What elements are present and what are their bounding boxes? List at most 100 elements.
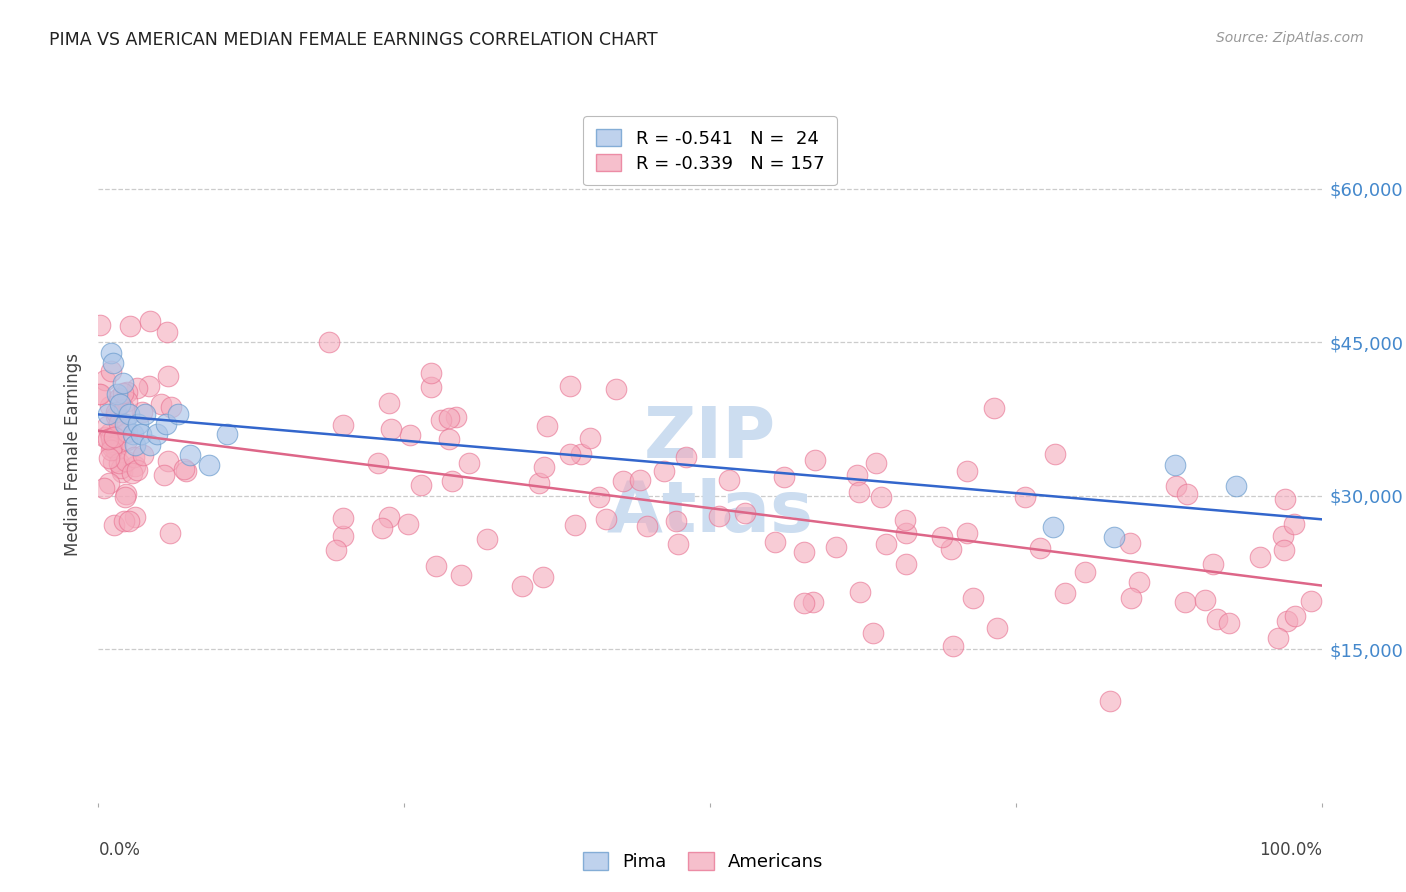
Point	[332, 529, 354, 543]
Point	[527, 475, 550, 490]
Point	[97, 407, 120, 421]
Point	[845, 467, 868, 482]
Point	[734, 507, 756, 521]
Point	[370, 521, 392, 535]
Point	[1218, 616, 1240, 631]
Text: PIMA VS AMERICAN MEDIAN FEMALE EARNINGS CORRELATION CHART: PIMA VS AMERICAN MEDIAN FEMALE EARNINGS …	[49, 31, 658, 49]
Point	[94, 430, 117, 444]
Point	[564, 518, 586, 533]
Point	[803, 453, 825, 467]
Point	[111, 376, 134, 391]
Point	[1299, 593, 1322, 607]
Point	[107, 416, 129, 430]
Point	[131, 405, 153, 419]
Point	[114, 417, 136, 432]
Point	[875, 537, 897, 551]
Point	[174, 464, 197, 478]
Point	[865, 456, 887, 470]
Point	[536, 419, 558, 434]
Point	[89, 386, 111, 401]
Point	[825, 541, 848, 555]
Point	[450, 567, 472, 582]
Point	[941, 542, 963, 557]
Point	[612, 475, 634, 489]
Point	[986, 622, 1008, 636]
Point	[100, 363, 122, 377]
Point	[444, 410, 467, 425]
Point	[560, 446, 582, 460]
Point	[983, 401, 1005, 415]
Point	[1249, 550, 1271, 565]
Point	[398, 428, 420, 442]
Point	[1284, 609, 1306, 624]
Point	[101, 356, 124, 370]
Point	[1272, 528, 1295, 542]
Point	[931, 530, 953, 544]
Point	[956, 464, 979, 478]
Point	[533, 460, 555, 475]
Point	[558, 378, 581, 392]
Point	[439, 410, 461, 425]
Point	[110, 461, 132, 475]
Point	[707, 508, 730, 523]
Point	[1119, 536, 1142, 550]
Point	[115, 454, 138, 468]
Point	[1275, 614, 1298, 628]
Point	[103, 430, 125, 444]
Point	[173, 462, 195, 476]
Point	[475, 532, 498, 546]
Point	[105, 386, 128, 401]
Point	[89, 318, 111, 333]
Text: 0.0%: 0.0%	[98, 841, 141, 859]
Point	[149, 397, 172, 411]
Point	[115, 433, 138, 447]
Point	[157, 454, 180, 468]
Point	[101, 440, 124, 454]
Point	[409, 478, 432, 492]
Point	[579, 431, 602, 445]
Point	[665, 514, 688, 528]
Point	[378, 510, 401, 524]
Point	[1028, 541, 1050, 555]
Text: Source: ZipAtlas.com: Source: ZipAtlas.com	[1216, 31, 1364, 45]
Point	[636, 518, 658, 533]
Point	[93, 481, 115, 495]
Point	[1194, 592, 1216, 607]
Point	[595, 512, 617, 526]
Point	[1205, 612, 1227, 626]
Point	[139, 438, 162, 452]
Point	[588, 490, 610, 504]
Point	[1164, 458, 1187, 472]
Point	[1014, 490, 1036, 504]
Point	[139, 313, 162, 327]
Point	[1128, 575, 1150, 590]
Point	[793, 545, 815, 559]
Point	[569, 446, 592, 460]
Point	[112, 401, 135, 416]
Point	[894, 525, 917, 540]
Point	[420, 366, 443, 380]
Point	[108, 391, 131, 405]
Point	[718, 473, 741, 487]
Point	[1202, 557, 1225, 571]
Point	[155, 417, 177, 432]
Point	[332, 510, 354, 524]
Point	[101, 437, 124, 451]
Point	[801, 595, 824, 609]
Point	[124, 438, 146, 452]
Point	[894, 513, 917, 527]
Point	[398, 516, 420, 531]
Point	[112, 514, 135, 528]
Point	[1053, 586, 1076, 600]
Point	[160, 401, 183, 415]
Point	[98, 426, 121, 441]
Point	[105, 443, 128, 458]
Point	[167, 407, 190, 421]
Point	[129, 427, 152, 442]
Point	[1043, 447, 1066, 461]
Point	[628, 474, 651, 488]
Point	[1042, 519, 1064, 533]
Point	[156, 325, 179, 339]
Point	[110, 397, 132, 411]
Point	[94, 373, 117, 387]
